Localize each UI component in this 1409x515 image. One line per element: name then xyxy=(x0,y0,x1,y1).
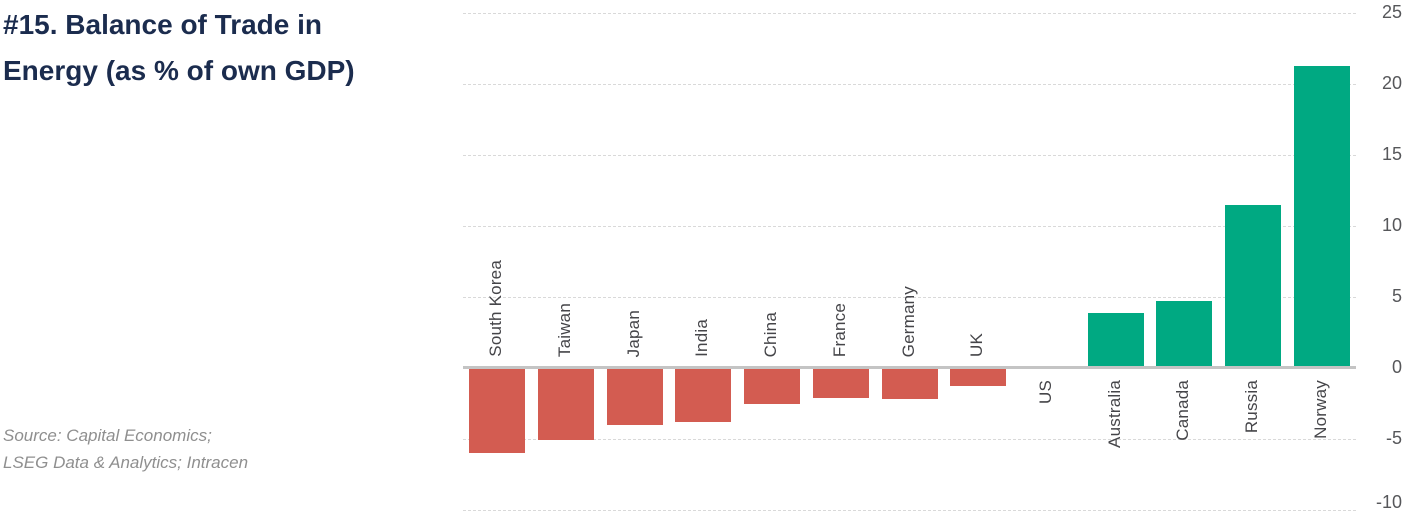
bar-china xyxy=(744,368,800,404)
y-tick-label-25: 25 xyxy=(1381,2,1402,22)
category-label-us: US xyxy=(1036,380,1055,405)
source-note: Source: Capital Economics; LSEG Data & A… xyxy=(3,422,248,476)
bar-russia xyxy=(1225,205,1281,368)
category-label-south-korea: South Korea xyxy=(486,260,505,357)
category-label-germany: Germany xyxy=(899,285,918,357)
category-label-india: India xyxy=(692,319,711,357)
y-tick-label-5: 5 xyxy=(1391,286,1402,306)
y-tick-label--5: -5 xyxy=(1385,428,1402,448)
gridline--5 xyxy=(463,439,1356,440)
bar-south-korea xyxy=(469,368,525,453)
bar-taiwan xyxy=(538,368,594,440)
category-label-france: France xyxy=(830,302,849,357)
category-label-uk: UK xyxy=(967,332,986,357)
bar-canada xyxy=(1156,301,1212,368)
source-note-line1: Source: Capital Economics; xyxy=(3,426,212,445)
gridline-10 xyxy=(463,226,1356,227)
y-tick-label-0: 0 xyxy=(1391,357,1402,377)
chart-title-line2: Energy (as % of own GDP) xyxy=(3,55,355,86)
gridline-25 xyxy=(463,13,1356,14)
y-tick-label-20: 20 xyxy=(1381,73,1402,93)
bar-france xyxy=(813,368,869,398)
chart-title: #15. Balance of Trade in Energy (as % of… xyxy=(3,2,355,94)
bar-uk xyxy=(950,368,1006,386)
category-label-canada: Canada xyxy=(1173,380,1192,441)
zero-axis-line xyxy=(463,366,1356,369)
category-label-norway: Norway xyxy=(1311,380,1330,439)
y-tick-label--10: -10 xyxy=(1375,492,1402,512)
source-note-line2: LSEG Data & Analytics; Intracen xyxy=(3,453,249,472)
chart-title-line1: #15. Balance of Trade in xyxy=(3,9,323,40)
bar-australia xyxy=(1088,313,1144,368)
bar-germany xyxy=(882,368,938,399)
y-tick-label-10: 10 xyxy=(1381,215,1402,235)
y-tick-label-15: 15 xyxy=(1381,144,1402,164)
bar-india xyxy=(675,368,731,422)
gridline--10 xyxy=(463,510,1356,511)
bar-japan xyxy=(607,368,663,425)
gridline-20 xyxy=(463,84,1356,85)
category-label-australia: Australia xyxy=(1105,380,1124,448)
category-label-china: China xyxy=(761,311,780,357)
category-label-japan: Japan xyxy=(624,309,643,357)
gridline-5 xyxy=(463,297,1356,298)
gridline-15 xyxy=(463,155,1356,156)
category-label-russia: Russia xyxy=(1242,380,1261,434)
bar-norway xyxy=(1294,66,1350,368)
category-label-taiwan: Taiwan xyxy=(555,302,574,357)
